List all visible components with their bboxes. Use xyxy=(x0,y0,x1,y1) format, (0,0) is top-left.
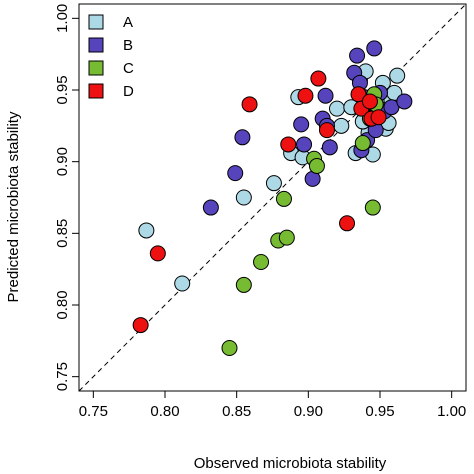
y-axis-title: Predicted microbiota stability xyxy=(5,111,22,302)
data-point xyxy=(349,47,366,64)
reference-line xyxy=(78,3,467,392)
data-point xyxy=(253,254,270,270)
data-point xyxy=(364,199,381,216)
x-axis-title: Observed microbiota stability xyxy=(194,455,387,472)
data-point xyxy=(389,67,406,84)
y-tick-label: 0.95 xyxy=(54,75,71,104)
data-point xyxy=(174,275,191,292)
data-point xyxy=(278,229,295,246)
legend-label: D xyxy=(123,83,134,100)
x-tick-label: 0.80 xyxy=(150,403,179,420)
data-point xyxy=(227,165,244,182)
legend-swatch xyxy=(88,60,104,76)
plot-frame xyxy=(78,3,467,392)
data-point xyxy=(138,222,155,239)
y-tick-label: 0.90 xyxy=(54,147,71,176)
legend-label: A xyxy=(123,14,133,31)
y-tick-label: 0.75 xyxy=(54,362,71,391)
data-point xyxy=(396,93,413,110)
data-point xyxy=(202,199,219,216)
data-point xyxy=(308,157,325,174)
series-d xyxy=(132,70,387,334)
x-tick-label: 0.75 xyxy=(79,403,108,420)
data-point xyxy=(293,116,310,133)
data-point xyxy=(241,96,258,113)
plot-area xyxy=(78,3,467,392)
data-point xyxy=(296,136,313,153)
data-point xyxy=(265,175,282,192)
data-point xyxy=(297,87,314,104)
data-point xyxy=(221,340,238,356)
data-point xyxy=(361,93,378,110)
x-tick-label: 0.95 xyxy=(365,403,394,420)
legend-swatch xyxy=(88,37,104,53)
data-point xyxy=(310,70,327,87)
data-point xyxy=(235,276,252,293)
data-point xyxy=(275,190,292,207)
legend-label: C xyxy=(123,60,134,77)
data-point xyxy=(354,135,371,152)
data-point xyxy=(329,100,345,117)
data-point xyxy=(234,129,251,146)
legend-swatch xyxy=(88,83,104,99)
data-point xyxy=(280,136,297,153)
data-point xyxy=(339,215,356,232)
x-tick-label: 0.85 xyxy=(222,403,251,420)
data-point xyxy=(149,245,166,262)
y-tick-label: 0.80 xyxy=(54,290,71,319)
series-b xyxy=(202,40,413,216)
data-point xyxy=(333,117,350,134)
legend-swatch xyxy=(88,14,104,30)
data-point xyxy=(321,139,338,156)
y-tick-label: 1.00 xyxy=(54,4,71,33)
data-point xyxy=(317,87,334,104)
legend-label: B xyxy=(123,37,133,54)
data-point xyxy=(366,40,383,57)
data-point xyxy=(370,109,387,126)
data-point xyxy=(318,122,335,139)
x-tick-label: 1.00 xyxy=(437,403,466,420)
axes: 0.75 0.80 0.85 0.90 0.95 1.00 0.75 0.80 0.85 0.90… xyxy=(54,3,467,420)
y-tick-label: 0.85 xyxy=(54,219,71,248)
data-point xyxy=(132,317,149,334)
x-tick-label: 0.90 xyxy=(294,403,323,420)
data-point xyxy=(235,189,252,206)
